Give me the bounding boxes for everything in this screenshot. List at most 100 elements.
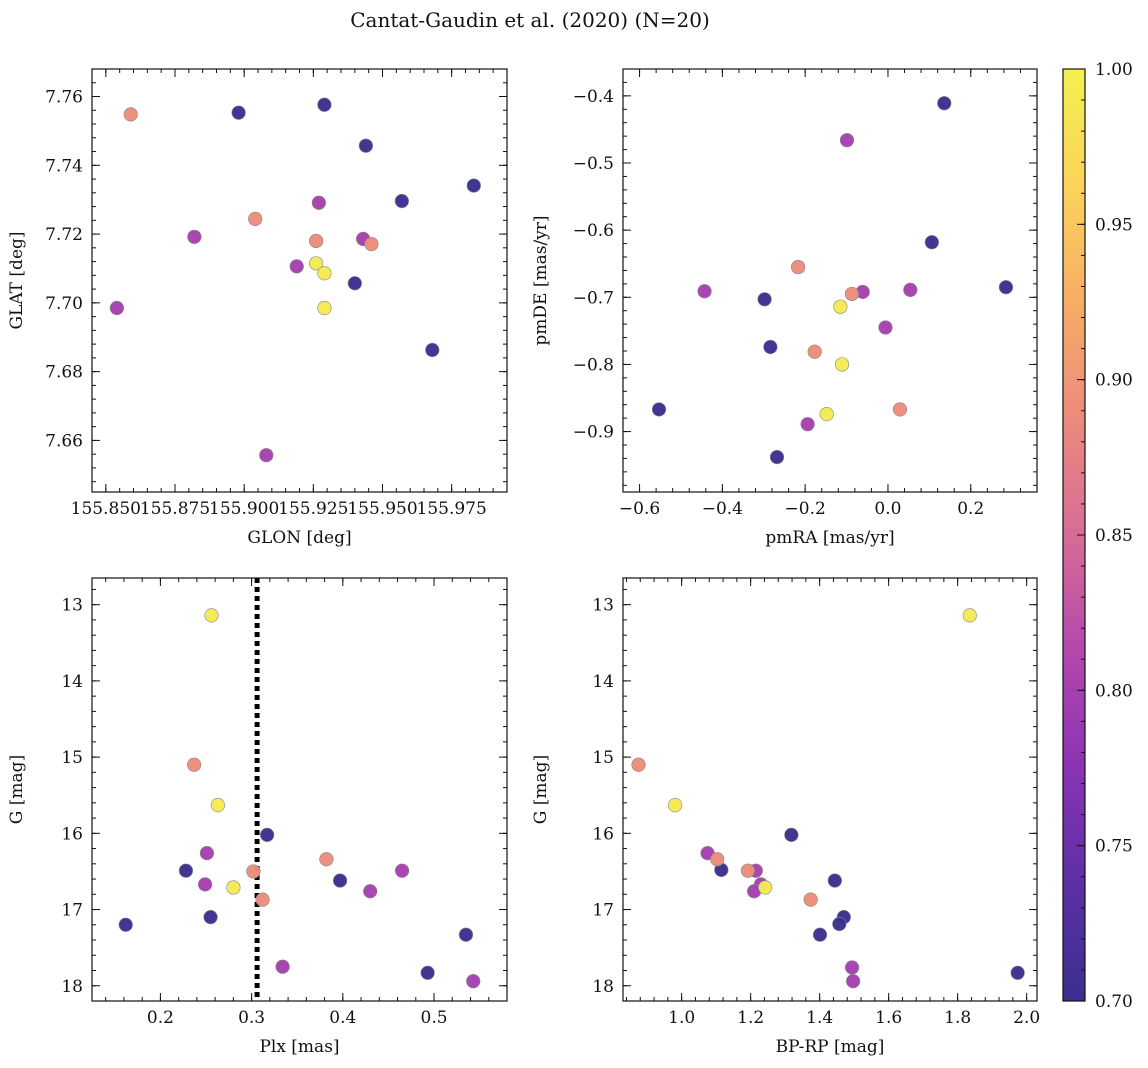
y-tick-label: 15 <box>592 748 614 768</box>
plot-frame <box>91 68 508 493</box>
scatter-point <box>819 407 834 422</box>
scatter-point <box>197 877 213 892</box>
scatter-point <box>833 299 848 314</box>
colorbar-tick-label: 0.85 <box>1095 526 1133 546</box>
x-tick-label: 155.975 <box>417 499 487 519</box>
scatter-point <box>834 357 850 372</box>
x-tick-label: 1.4 <box>806 1008 833 1028</box>
y-tick-label: −0.7 <box>573 288 614 308</box>
y-tick-label: −0.4 <box>573 87 614 107</box>
scatter-point <box>332 873 348 888</box>
colorbar-tick-label: 1.00 <box>1095 60 1133 80</box>
minor-ticks <box>622 68 1038 492</box>
y-tick-label: −0.9 <box>573 423 614 443</box>
plot-frame <box>622 68 1038 493</box>
scatter-point <box>309 233 324 249</box>
scatter-point <box>844 960 860 975</box>
scatter-point <box>109 300 124 316</box>
x-tick-label: 1.0 <box>668 1008 695 1028</box>
scatter-point <box>231 105 246 120</box>
y-tick-label: 7.76 <box>45 88 83 108</box>
scatter-point <box>631 757 646 772</box>
x-tick-label: 155.900 <box>209 499 279 519</box>
y-tick-label: 14 <box>61 672 83 692</box>
y-tick-label: 17 <box>61 901 83 921</box>
y-tick-label: −0.8 <box>573 355 614 375</box>
scatter-point <box>425 342 440 358</box>
y-tick-label: 7.74 <box>45 156 83 176</box>
scatter-point <box>803 892 818 907</box>
y-axis-label: G [mag] <box>531 755 551 824</box>
x-tick-label: 1.8 <box>944 1008 971 1028</box>
panel-bprp-g: 1.0 1.2 1.4 1.6 1.8 2.0 13 14 15 16 17 18 BP-RP [mag… <box>531 577 1040 1057</box>
x-tick-label: 2.0 <box>1013 1008 1040 1028</box>
x-tick-label: −0.4 <box>702 499 743 519</box>
scatter-point <box>187 229 202 244</box>
scatter-point <box>275 959 290 974</box>
scatter-point <box>962 608 977 623</box>
y-tick-label: 7.68 <box>45 363 83 383</box>
x-tick-label: 155.950 <box>347 499 417 519</box>
scatter-point <box>839 133 855 148</box>
scatter-point <box>123 107 138 122</box>
scatter-point <box>892 402 908 417</box>
scatter-point <box>203 910 218 925</box>
scatter-point <box>289 259 304 274</box>
y-tick-label: 7.66 <box>45 431 83 451</box>
y-tick-label: 7.70 <box>45 294 83 314</box>
x-tick-label: 155.875 <box>140 499 210 519</box>
scatter-point <box>311 195 326 210</box>
scatter-point <box>791 259 806 275</box>
scatter-point <box>246 864 261 879</box>
scatter-point <box>347 276 362 291</box>
colorbar-tick-label: 0.80 <box>1095 681 1133 701</box>
y-tick-label: 14 <box>592 672 614 692</box>
x-tick-label: 155.925 <box>278 499 348 519</box>
scatter-point <box>260 827 275 842</box>
y-tick-label: 13 <box>61 596 83 616</box>
scatter-points <box>631 608 1025 989</box>
x-tick-label: −0.6 <box>619 499 660 519</box>
scatter-point <box>466 974 481 989</box>
scatter-point <box>204 608 219 623</box>
scatter-point <box>827 873 842 888</box>
scatter-points <box>109 97 481 463</box>
colorbar-tick-label: 0.90 <box>1095 371 1133 391</box>
scatter-points <box>118 608 481 989</box>
scatter-point <box>317 97 332 112</box>
scatter-point <box>769 449 785 465</box>
y-tick-label: 18 <box>61 977 83 997</box>
x-tick-label: 1.6 <box>875 1008 902 1028</box>
y-tick-label: −0.6 <box>573 221 614 241</box>
scatter-point <box>757 292 772 307</box>
scatter-point <box>420 965 435 980</box>
scatter-point <box>710 852 725 867</box>
y-tick-label: 7.72 <box>45 225 83 245</box>
y-tick-label: 13 <box>592 596 614 616</box>
scatter-point <box>846 974 861 989</box>
scatter-point <box>226 880 241 895</box>
plot-frame <box>622 577 1038 1002</box>
colorbar: 0.70 0.75 0.80 0.85 0.90 0.95 1.00 <box>1062 60 1133 1012</box>
scatter-point <box>844 286 860 302</box>
panel-glon-glat: 155.850155.875155.900155.925155.950155.9… <box>7 68 508 548</box>
y-tick-label: 16 <box>592 824 614 844</box>
scatter-point <box>458 927 474 942</box>
scatter-point <box>317 300 332 316</box>
scatter-point <box>466 178 481 193</box>
scatter-point <box>784 827 799 842</box>
scatter-point <box>832 916 847 932</box>
scatter-point <box>812 927 828 942</box>
scatter-point <box>187 757 202 772</box>
scatter-point <box>667 798 683 813</box>
scatter-point <box>394 193 409 209</box>
scatter-points <box>651 96 1014 465</box>
minor-ticks <box>91 68 508 492</box>
scatter-point <box>807 344 822 359</box>
panel-plx-g: 0.2 0.3 0.4 0.5 13 14 15 16 17 18 Plx [mas] G [mag] <box>7 577 508 1057</box>
scatter-point <box>210 798 225 813</box>
scatter-point <box>395 863 410 878</box>
x-tick-label: 0.2 <box>147 1008 174 1028</box>
scatter-point <box>758 880 773 895</box>
x-tick-label: −0.2 <box>785 499 826 519</box>
